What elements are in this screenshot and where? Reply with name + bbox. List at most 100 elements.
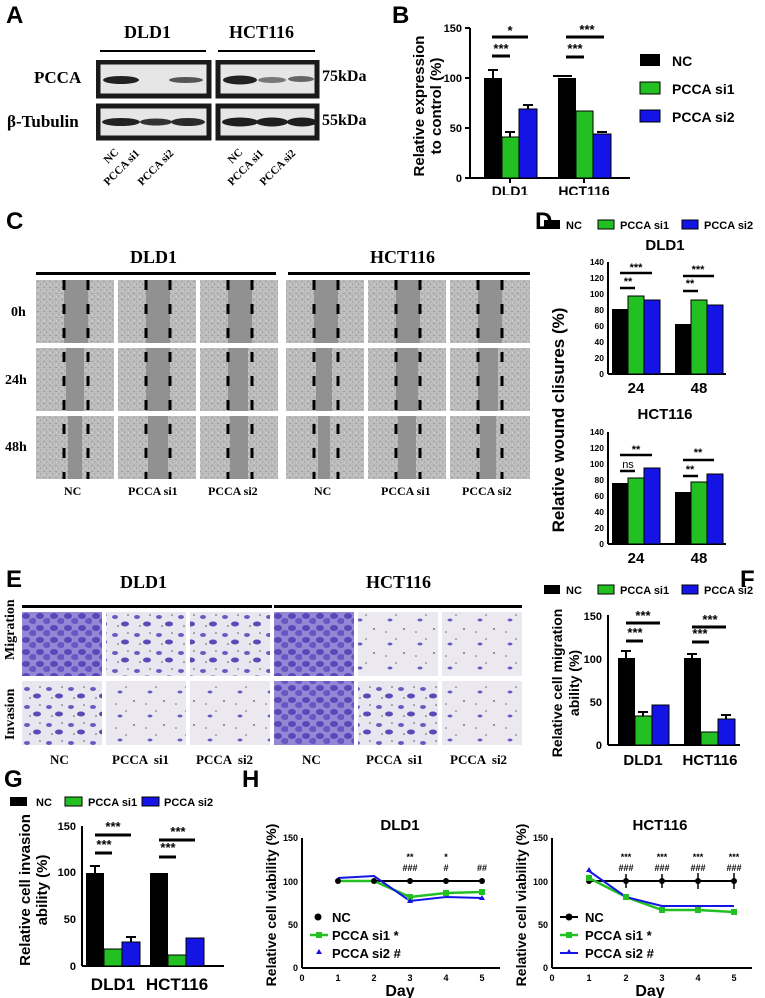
svg-text:Day: Day — [385, 983, 414, 998]
svg-text:###: ### — [654, 863, 669, 873]
svg-text:***: *** — [493, 41, 509, 56]
chart-d-legend: NC PCCA si1 PCCA si2 — [544, 219, 753, 232]
svg-text:24: 24 — [628, 380, 645, 397]
condition-label: NC — [64, 484, 82, 498]
svg-text:60: 60 — [595, 321, 605, 331]
chart-g-invasion: NC PCCA si1 PCCA si2 Relative cell invas… — [10, 796, 224, 994]
svg-text:100: 100 — [283, 877, 298, 887]
timepoint-label: 24h — [5, 373, 27, 388]
transwell-cellline-dld1: DLD1 — [120, 572, 168, 592]
svg-text:**: ** — [694, 447, 703, 459]
svg-text:**: ** — [624, 276, 633, 288]
svg-text:Relative expressionto control: Relative expressionto control (%) — [411, 36, 445, 177]
svg-text:HCT116: HCT116 — [682, 752, 737, 769]
svg-text:50: 50 — [538, 920, 548, 930]
svg-text:0: 0 — [599, 369, 604, 379]
svg-text:50: 50 — [64, 914, 76, 926]
svg-text:***: *** — [635, 608, 651, 623]
svg-text:5: 5 — [731, 973, 736, 983]
panel-label-g: G — [4, 766, 23, 793]
svg-text:**: ** — [632, 444, 641, 456]
chart-h-hct116-viability: Relative cell viability (%) HCT116 05010… — [513, 817, 752, 998]
svg-text:***: *** — [693, 852, 704, 862]
svg-text:PCCA si2: PCCA si2 — [704, 585, 753, 597]
svg-text:NC: NC — [566, 220, 582, 232]
svg-text:40: 40 — [595, 337, 605, 347]
timepoint-label: 48h — [5, 440, 27, 455]
divider — [22, 605, 272, 608]
chart-g-legend: NC PCCA si1 PCCA si2 — [10, 796, 213, 809]
svg-text:PCCA si2: PCCA si2 — [672, 109, 735, 125]
condition-label: PCCA si2 — [208, 484, 258, 498]
svg-text:80: 80 — [595, 305, 605, 315]
svg-text:***: *** — [630, 262, 644, 274]
svg-text:NC: NC — [566, 585, 582, 597]
svg-text:**: ** — [686, 464, 695, 476]
svg-text:HCT116: HCT116 — [632, 817, 687, 834]
svg-text:PCCA si1: PCCA si1 — [620, 220, 669, 232]
svg-text:3: 3 — [659, 973, 664, 983]
svg-text:**: ** — [406, 852, 414, 862]
svg-text:150: 150 — [584, 611, 602, 623]
lane-label: PCCA si2 — [136, 147, 177, 188]
svg-text:***: *** — [567, 41, 583, 56]
svg-text:***: *** — [579, 22, 595, 37]
blot-row-label-tubulin: β-Tubulin — [7, 112, 79, 131]
svg-text:0: 0 — [599, 539, 604, 549]
svg-text:140: 140 — [590, 427, 604, 437]
svg-text:150: 150 — [444, 23, 462, 35]
condition-label: NC — [314, 484, 332, 498]
panel-label-h: H — [242, 766, 260, 793]
condition-label: PCCA si1 — [112, 752, 170, 767]
svg-text:NC: NC — [36, 797, 52, 809]
blot-size-55: 55kDa — [322, 112, 367, 129]
svg-text:3: 3 — [407, 973, 412, 983]
svg-text:100: 100 — [444, 73, 462, 85]
panel-label-c: C — [6, 208, 24, 235]
chart-h-dld1-legend: NC PCCA si1 * PCCA si2 # — [310, 910, 402, 961]
svg-text:###: ### — [402, 863, 417, 873]
svg-text:5: 5 — [479, 973, 484, 983]
chart-f-migration: NC PCCA si1 PCCA si2 Relative cell migra… — [544, 584, 753, 769]
svg-text:0: 0 — [299, 973, 304, 983]
svg-text:150: 150 — [58, 821, 76, 833]
lane-label: PCCA si2 — [258, 147, 299, 188]
svg-text:0: 0 — [549, 973, 554, 983]
svg-text:***: *** — [729, 852, 740, 862]
svg-text:PCCA si1 *: PCCA si1 * — [585, 928, 653, 943]
svg-text:Relative cell invasionability: Relative cell invasionability (%) — [17, 814, 51, 966]
svg-text:4: 4 — [695, 973, 700, 983]
svg-text:2: 2 — [371, 973, 376, 983]
svg-text:HCT116: HCT116 — [637, 406, 692, 423]
svg-text:50: 50 — [450, 123, 462, 135]
svg-text:0: 0 — [543, 963, 548, 973]
svg-text:PCCA si1: PCCA si1 — [620, 585, 669, 597]
svg-text:120: 120 — [590, 273, 604, 283]
svg-text:0: 0 — [456, 173, 462, 185]
transwell-images — [22, 612, 522, 745]
svg-text:PCCA si1: PCCA si1 — [672, 81, 735, 97]
svg-text:120: 120 — [590, 443, 604, 453]
svg-text:50: 50 — [590, 697, 602, 709]
svg-text:50: 50 — [288, 920, 298, 930]
row-label-invasion: Invasion — [3, 688, 18, 740]
chart-b-legend: NC PCCA si1 PCCA si2 — [639, 53, 735, 125]
svg-text:***: *** — [702, 612, 718, 627]
svg-text:80: 80 — [595, 475, 605, 485]
svg-text:PCCA si1 *: PCCA si1 * — [332, 928, 400, 943]
svg-text:Relative cell viability (%): Relative cell viability (%) — [263, 824, 279, 987]
svg-text:20: 20 — [595, 353, 605, 363]
svg-text:DLD1: DLD1 — [623, 752, 662, 769]
svg-text:40: 40 — [595, 507, 605, 517]
wound-cellline-hct116: HCT116 — [370, 247, 436, 267]
panel-label-f: F — [740, 566, 755, 593]
svg-text:PCCA si2 #: PCCA si2 # — [332, 946, 402, 961]
svg-text:***: *** — [160, 840, 176, 855]
condition-label: PCCA si1 — [366, 752, 424, 767]
svg-text:24: 24 — [628, 550, 645, 567]
blot-row-label-pcca: PCCA — [34, 68, 82, 87]
svg-text:***: *** — [170, 824, 186, 839]
svg-text:48: 48 — [691, 550, 708, 567]
svg-text:DLD1: DLD1 — [91, 975, 135, 994]
timepoint-label: 0h — [11, 305, 26, 320]
